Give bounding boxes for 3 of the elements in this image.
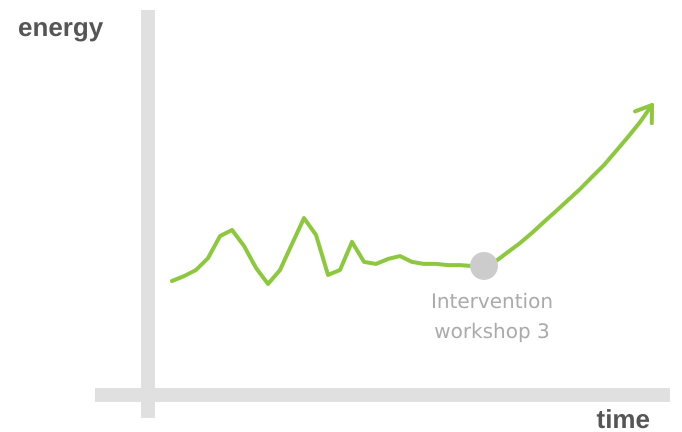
y-axis-title: energy	[18, 12, 104, 42]
x-axis-title: time	[596, 404, 650, 432]
annotation: Intervention workshop 3	[430, 288, 554, 343]
